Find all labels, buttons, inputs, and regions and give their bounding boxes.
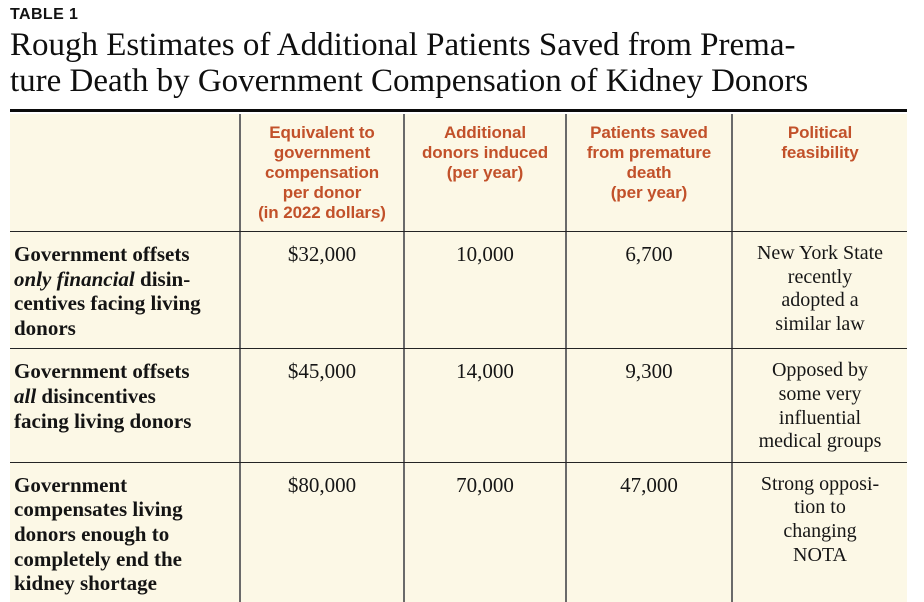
row-label-line: Government offsets bbox=[14, 359, 190, 384]
cell-additional-donors: 70,000 bbox=[405, 462, 567, 602]
header-cell-political-feasibility: Political feasibility bbox=[781, 123, 859, 163]
cell-equivalent-compensation: $45,000 bbox=[241, 349, 405, 462]
header-cell-empty bbox=[10, 114, 241, 232]
cell-political-feasibility: Strong opposi-tion to changing NOTA bbox=[760, 472, 880, 566]
cell-equivalent-compensation: $80,000 bbox=[241, 462, 405, 602]
row-label-line-rest: disincentives bbox=[36, 384, 156, 409]
header-cell-additional-donors: Additional donors induced (per year) bbox=[405, 114, 567, 232]
row-label-line: facing living donors bbox=[14, 408, 192, 433]
row-label-line: all disincentives bbox=[14, 384, 233, 409]
cell-patients-saved: 9,300 bbox=[567, 349, 733, 462]
table-title-line-2: ture Death by Government Compensation of… bbox=[10, 63, 809, 99]
cell-equivalent-compensation: $32,000 bbox=[241, 232, 405, 349]
table-row-offsets-financial-disincentives: Government offsets only financial disin-… bbox=[10, 232, 907, 350]
table-header-row: Equivalent to government compensation per d… bbox=[10, 114, 907, 233]
table-row-offsets-all-disincentives: Government offsets all disincentives fac… bbox=[10, 349, 907, 463]
row-label-line: only financial disin- bbox=[14, 267, 233, 292]
header-cell-equivalent-compensation: Equivalent to government compensation per d… bbox=[241, 114, 405, 232]
cell-political-feasibility: Opposed by some very influential medical gr… bbox=[758, 359, 882, 453]
table-label: TABLE 1 bbox=[10, 6, 79, 23]
row-label-line: donors bbox=[14, 315, 76, 340]
cell-additional-donors: 14,000 bbox=[405, 349, 567, 462]
row-label: Government offsets only financial disin-… bbox=[10, 232, 241, 349]
italic-phrase: only financial bbox=[14, 266, 135, 291]
row-label: Government compensates living donors enoug… bbox=[10, 462, 241, 602]
cell-patients-saved: 47,000 bbox=[567, 462, 733, 602]
cell-additional-donors: 10,000 bbox=[405, 232, 567, 349]
table-title-line-1: Rough Estimates of Additional Patients S… bbox=[10, 27, 796, 63]
data-table: Equivalent to government compensation per d… bbox=[10, 109, 907, 602]
row-label-line: Government offsets bbox=[14, 242, 190, 267]
row-label-line-rest: disin- bbox=[134, 266, 191, 291]
header-cell-patients-saved: Patients saved from premature death (per ye… bbox=[567, 114, 733, 232]
row-label: Government offsets all disincentives fac… bbox=[10, 349, 241, 462]
table-row-compensates-end-shortage: Government compensates living donors enoug… bbox=[10, 462, 907, 602]
italic-phrase: all bbox=[14, 384, 37, 409]
table-title: Rough Estimates of Additional Patients S… bbox=[10, 27, 912, 99]
row-label-line: centives facing living bbox=[14, 291, 201, 316]
cell-political-feasibility: New York State recently adopted a similar l… bbox=[756, 242, 884, 336]
cell-patients-saved: 6,700 bbox=[567, 232, 733, 349]
table-body: Equivalent to government compensation per d… bbox=[10, 114, 907, 602]
